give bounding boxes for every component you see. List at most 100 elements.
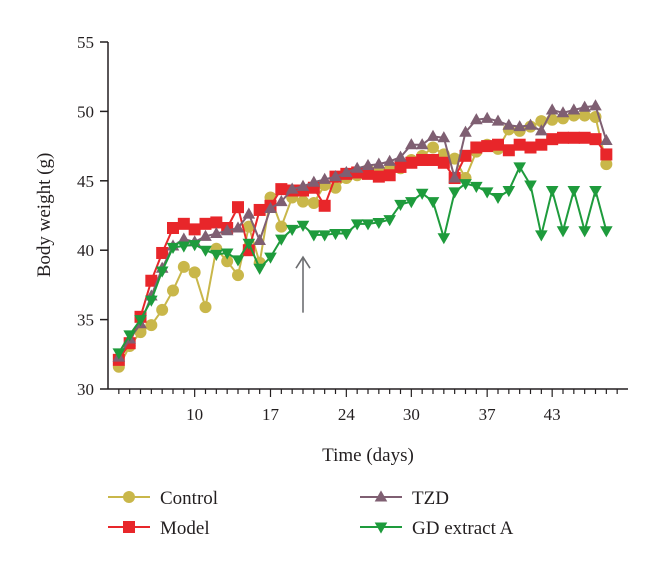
series-model [112,131,613,366]
data-point-gd-extract-a [123,330,136,342]
y-tick-label: 55 [77,33,94,52]
data-point-tzd [199,229,212,241]
legend-label: TZD [412,488,449,509]
annotation-arrow-head [295,255,311,269]
data-point-gd-extract-a [329,229,342,241]
data-point-model [557,131,569,144]
data-point-gd-extract-a [166,242,180,255]
data-point-model [470,141,483,154]
y-axis-title: Body weight (g) [34,153,55,278]
legend-item-gd-extract-a: GD extract A [360,518,514,539]
data-point-gd-extract-a [134,315,147,327]
data-point-control [199,301,212,314]
data-point-model [427,153,439,166]
data-point-tzd [177,232,191,244]
data-point-control [221,255,234,268]
data-point-control [578,109,591,122]
y-tick-label: 50 [77,102,94,121]
y-tick-label: 45 [77,172,94,191]
data-point-gd-extract-a [188,240,201,252]
data-point-model [437,156,450,169]
data-point-gd-extract-a [340,229,353,241]
legend-item-control: Control [108,488,218,509]
data-point-model [383,169,396,182]
legend-marker [374,522,388,534]
data-point-gd-extract-a [307,230,321,242]
data-point-gd-extract-a [437,233,451,245]
data-point-gd-extract-a [491,192,505,205]
data-point-control [145,319,158,332]
data-point-gd-extract-a [242,238,256,250]
data-point-model [578,131,591,144]
data-point-model [156,246,169,259]
legend-label: GD extract A [412,518,514,539]
data-point-model [210,216,223,229]
data-point-tzd [307,175,321,187]
data-point-control [177,260,190,273]
data-point-model [145,274,158,287]
data-point-tzd [502,118,516,130]
data-point-control [275,220,288,233]
data-point-tzd [285,182,299,194]
data-point-gd-extract-a [264,252,277,264]
data-point-gd-extract-a [372,217,386,230]
data-point-gd-extract-a [448,187,461,199]
data-point-tzd [524,118,537,130]
legend-label: Model [160,518,210,539]
data-point-tzd [437,131,451,143]
data-point-model [492,138,504,151]
data-point-gd-extract-a [210,249,223,261]
data-point-tzd [556,106,570,118]
data-point-tzd [372,157,386,169]
data-point-gd-extract-a [502,186,516,198]
data-point-tzd [340,165,353,177]
data-point-model [167,221,179,234]
data-point-gd-extract-a [513,162,526,174]
data-point-model [372,170,385,183]
data-point-tzd [459,125,472,137]
data-point-control [156,303,169,316]
data-point-model [394,160,407,173]
data-point-model [405,156,418,169]
series-tzd [112,99,613,362]
legend-item-tzd: TZD [360,488,449,509]
data-point-tzd [405,138,418,150]
data-point-control [167,284,179,297]
annotation-layer [295,255,311,313]
y-tick-label: 40 [77,241,94,260]
y-tick-label: 30 [77,380,94,399]
data-point-model [177,217,190,230]
data-point-tzd [350,161,364,173]
data-point-tzd [470,113,483,125]
x-tick-label: 30 [403,405,420,424]
legend-label: Control [160,488,218,509]
data-point-control [297,195,309,208]
data-point-gd-extract-a [231,255,245,267]
data-point-tzd [296,179,310,191]
data-point-model [232,201,244,214]
series-gd-extract-a [112,162,613,360]
data-point-tzd [361,158,375,171]
data-point-tzd [448,171,461,183]
data-point-tzd [535,124,548,136]
data-point-gd-extract-a [285,224,299,236]
data-point-gd-extract-a [578,226,591,238]
data-point-tzd [220,224,234,236]
data-point-model [513,138,526,151]
x-tick-label: 17 [262,405,280,424]
data-point-gd-extract-a [426,197,440,209]
data-point-tzd [480,111,494,123]
data-point-tzd [394,150,407,162]
legend-marker [123,521,135,533]
data-point-tzd [415,138,429,150]
data-point-gd-extract-a [459,179,472,191]
data-point-model [253,203,266,216]
data-point-gd-extract-a [155,266,169,278]
data-point-tzd [329,170,342,182]
data-point-gd-extract-a [383,215,396,227]
data-point-tzd [567,103,581,115]
data-point-model [362,167,374,180]
data-point-gd-extract-a [524,180,537,192]
legend: Control Model TZD GD extract A [108,488,514,539]
